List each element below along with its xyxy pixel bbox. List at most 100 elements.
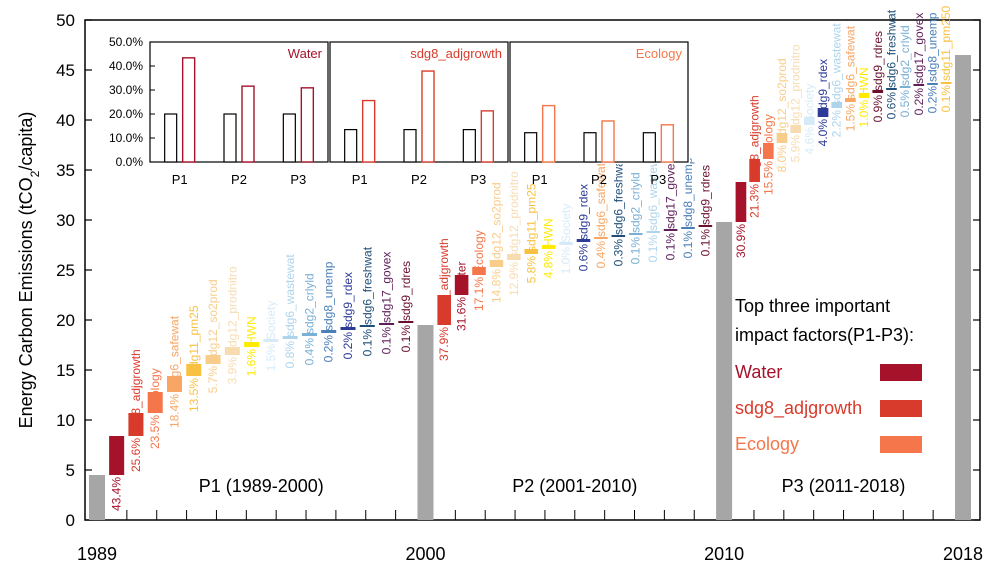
factor-bar [186,364,202,376]
total-bar [417,325,434,520]
factor-share-label: 4.0% [816,119,830,147]
factor-share-label: 23.5% [148,415,162,449]
factor-name-label: sdg6_wastewat [646,148,660,231]
factor-bar [507,254,521,260]
factor-share-label: 8.0% [775,145,789,173]
factor-share-label: 31.6% [455,297,469,331]
inset-category-label: P1 [352,172,368,187]
factor-share-label: 25.6% [129,438,143,472]
factor-name-label: sdg12_prodnitro [789,44,803,131]
factor-name-label: sdg12_prodnitro [507,171,521,258]
legend-swatch [880,400,922,417]
factor-bar [698,225,713,227]
factor-share-label: 5.9% [789,135,803,163]
period-label: P3 (2011-2018) [782,476,906,496]
factor-share-label: 0.6% [577,244,591,272]
inset-y-tick-label: 40.0% [109,59,143,73]
inset-value-bar [541,104,556,163]
inset-category-label: P3 [290,172,306,187]
factor-name-label: sdg9_rdres [871,31,885,91]
factor-share-label: 0.6% [884,92,898,120]
factor-name-label: Water [110,441,124,473]
factor-share-label: 0.2% [912,88,926,116]
factor-name-label: sdg2_crlyld [629,172,643,233]
factor-share-label: 0.1% [681,231,695,259]
factor-name-label: sdg2_crlyld [302,273,316,334]
factor-share-label: 1.5% [264,344,278,372]
factor-bar [205,355,221,364]
factor-bar [749,159,760,182]
factor-bar [224,347,240,355]
factor-share-label: 37.9% [437,327,451,361]
factor-bar [340,327,356,330]
factor-bar [735,182,747,222]
inset-value-bar [300,87,315,163]
inset-panel-title: Ecology [636,46,683,61]
factor-name-label: HWN [245,316,259,345]
factor-bar [282,336,298,339]
factor-bar [913,84,925,86]
total-bar [955,55,971,520]
inset-value-bar [361,99,376,163]
x-tick-label: 1989 [77,544,117,564]
factor-name-label: Society [802,84,816,123]
factor-share-label: 0.1% [664,233,678,261]
y-tick-label: 5 [66,461,75,480]
legend: Top three important impact factors(P1-P3)… [735,296,922,454]
inset-y-tick-label: 10.0% [109,131,143,145]
factor-bar [576,239,591,242]
y-tick-label: 20 [56,311,75,330]
inset-value-bar [421,70,435,163]
x-tick-label: 2000 [405,544,445,564]
factor-share-label: 0.4% [302,338,316,366]
factor-share-label: 0.5% [898,90,912,118]
inset-y-tick-label: 30.0% [109,83,143,97]
factor-name-label: sdg17_govex [664,158,678,229]
legend-item-label: sdg8_adjgrowth [735,398,862,419]
factor-name-label: Water [455,261,469,293]
factor-name-label: HWN [857,67,871,96]
legend-title-line1: Top three important [735,296,890,316]
inset-category-label: P1 [532,172,548,187]
inset-reference-bar [223,113,237,163]
factor-bar [379,323,395,325]
factor-share-label: 5.8% [524,256,538,284]
legend-item-label: Ecology [735,434,799,454]
y-tick-label: 15 [56,361,75,380]
factor-bar [359,325,375,327]
y-tick-label: 35 [56,161,75,180]
factor-share-label: 4.6% [802,127,816,155]
factor-share-label: 1.6% [245,349,259,377]
factor-bar [472,267,486,275]
period-label: P2 (2001-2010) [512,476,637,496]
inset-background [148,40,690,164]
factor-name-label: Ecology [148,368,162,411]
inset-category-label: P2 [411,172,427,187]
factor-name-label: sdg6_safewat [843,25,857,100]
factor-name-label: Ecology [761,114,775,157]
inset-panel-frame [149,41,329,163]
factor-name-label: sdg8_unemp [681,157,695,227]
inset-reference-bar [344,129,358,163]
inset-reference-bar [524,132,538,163]
factor-name-label: sdg17_govex [912,13,926,84]
factor-bar [886,88,897,90]
y-axis-label: Energy Carbon Emissions (tCO2/capita) [16,112,42,429]
inset-bar-panels: 0.0% 10.0% 20.0% 30.0% 40.0% 50.0% Water P1 P2 P3… [109,35,690,187]
factor-name-label: sdg11_pm250 [939,6,953,81]
inset-y-tick-label: 0.0% [116,155,144,169]
factor-bar [681,227,695,229]
factor-share-label: 4.8% [542,251,556,279]
factor-bar [927,83,938,85]
factor-share-label: 0.1% [360,329,374,357]
factor-name-label: sdg9_rdex [341,272,355,328]
inset-category-label: P2 [591,172,607,187]
factor-share-label: 0.1% [629,237,643,265]
factor-share-label: 0.1% [380,327,394,355]
inset-y-tick-label: 20.0% [109,107,143,121]
factor-share-label: 0.2% [925,86,939,114]
factor-share-label: 3.9% [225,357,239,385]
factor-share-label: 0.2% [341,332,355,360]
inset-reference-bar [403,129,417,163]
factor-name-label: Society [264,301,278,340]
